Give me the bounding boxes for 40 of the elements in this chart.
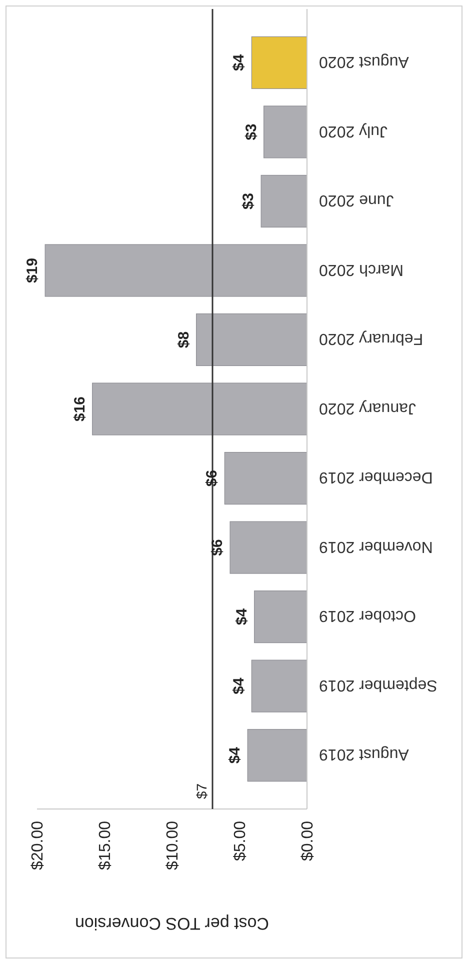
bar <box>251 660 308 712</box>
y-tick-label: January 2020 <box>318 399 416 416</box>
data-label: $3 <box>240 192 258 210</box>
y-tick-label: September 2019 <box>318 676 438 694</box>
data-label: $4 <box>233 608 250 626</box>
data-label: $4 <box>230 54 248 72</box>
bar <box>196 313 308 366</box>
data-label: $3 <box>242 124 260 140</box>
y-tick-label: June 2020 <box>318 192 394 209</box>
data-label: $4 <box>230 677 248 694</box>
x-tick-label: $15.00 <box>97 820 114 870</box>
x-tick-label: $5.00 <box>232 820 250 862</box>
data-label: $6 <box>204 470 221 487</box>
x-tick-label: $0.00 <box>300 820 317 862</box>
y-tick-label: November 2019 <box>318 538 433 555</box>
y-tick-label: July 2020 <box>318 122 388 140</box>
data-label: $4 <box>226 746 244 764</box>
x-axis-title: Cost per TOS Conversion <box>74 914 270 934</box>
y-tick-label: February 2020 <box>318 330 424 348</box>
data-label: $16 <box>71 396 88 422</box>
y-tick-label: August 2020 <box>318 53 409 70</box>
data-label: $19 <box>24 258 42 283</box>
y-tick-label: October 2019 <box>318 607 416 624</box>
x-tick-label: $10.00 <box>164 820 182 870</box>
data-label: $6 <box>209 539 226 556</box>
bar <box>251 36 308 89</box>
y-tick-label: December 2019 <box>318 468 433 486</box>
bar <box>260 174 308 228</box>
bar <box>44 244 308 297</box>
y-tick-label: August 2019 <box>318 746 409 763</box>
ref-line-label: $7 <box>194 783 210 799</box>
bar <box>247 729 308 782</box>
bar <box>254 590 308 644</box>
bar <box>224 452 308 505</box>
bar <box>230 521 308 574</box>
x-tick-label: $20.00 <box>30 820 47 870</box>
bar <box>264 106 308 158</box>
y-tick-label: March 2020 <box>318 260 404 278</box>
bar <box>92 382 308 436</box>
data-label: $8 <box>175 331 192 348</box>
